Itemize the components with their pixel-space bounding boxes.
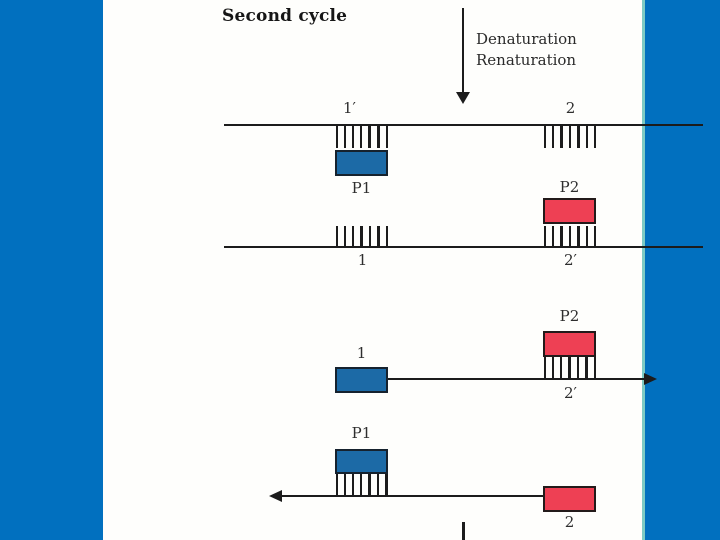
- strand2-site-right-label: 2′: [564, 251, 577, 269]
- down-arrow-icon: [456, 92, 470, 104]
- strand2-site-left-label: 1: [357, 251, 368, 269]
- slide-title: Second cycle: [222, 6, 348, 26]
- strand3-segment-label: 1: [356, 344, 367, 362]
- strand3-line: [388, 378, 645, 380]
- segment-1-strand3: [335, 367, 388, 393]
- primer-p1-strand1: [335, 150, 388, 176]
- primer-p1-strand4: [335, 449, 388, 474]
- process-label: Denaturation Renaturation: [476, 29, 577, 71]
- right-arrow-icon: [644, 373, 657, 385]
- strand1-ticks-right: [544, 126, 596, 148]
- strand3-primer-label: P2: [559, 307, 580, 325]
- primer-p2-strand2: [543, 198, 596, 224]
- primer-p2-strand3: [543, 331, 596, 357]
- strand1-site-right-label: 2: [565, 99, 576, 117]
- strand3-site-label: 2′: [564, 384, 577, 402]
- strand2-ticks-right: [544, 226, 596, 246]
- diagram-panel: Second cycle Denaturation Renaturation 1…: [103, 0, 703, 540]
- next-step-arrow-stub: [462, 522, 465, 540]
- strand1-primer-label: P1: [351, 179, 372, 197]
- strand3-ticks: [544, 357, 596, 378]
- strand2-primer-label: P2: [559, 178, 580, 196]
- strand4-primer-label: P1: [351, 424, 372, 442]
- strand1-line: [224, 124, 703, 126]
- strand2-ticks-left: [336, 226, 388, 246]
- process-label-line2: Renaturation: [476, 51, 577, 69]
- strand2-line: [224, 246, 703, 248]
- process-label-line1: Denaturation: [476, 30, 577, 48]
- strand4-line: [282, 495, 544, 497]
- strand1-ticks-left: [336, 126, 388, 148]
- strand1-site-left-label: 1′: [343, 99, 356, 117]
- segment-2-strand4: [543, 486, 596, 512]
- strand4-segment-label: 2: [564, 513, 575, 531]
- left-arrow-icon: [269, 490, 282, 502]
- strand4-ticks: [336, 474, 388, 495]
- down-arrow-shaft: [462, 8, 464, 92]
